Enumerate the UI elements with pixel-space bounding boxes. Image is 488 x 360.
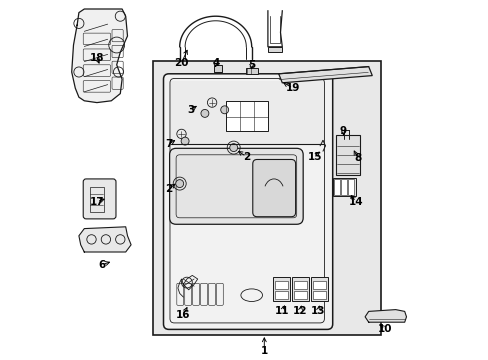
FancyBboxPatch shape (83, 179, 116, 219)
Circle shape (181, 137, 189, 145)
Circle shape (201, 109, 208, 117)
FancyBboxPatch shape (169, 148, 303, 224)
Text: 7: 7 (165, 139, 172, 149)
Bar (332, 178, 355, 196)
Text: 17: 17 (89, 197, 104, 207)
Bar (333, 179, 339, 195)
Polygon shape (278, 67, 371, 83)
Bar (246, 68, 257, 74)
Polygon shape (72, 9, 127, 103)
Text: 19: 19 (285, 83, 300, 93)
FancyBboxPatch shape (252, 159, 295, 217)
Bar (310, 277, 328, 301)
Bar (336, 135, 359, 175)
Bar (347, 179, 353, 195)
Bar (294, 291, 306, 299)
Text: 6: 6 (99, 260, 106, 270)
Bar (213, 65, 222, 72)
Circle shape (229, 144, 237, 152)
Bar (272, 277, 289, 301)
Text: 16: 16 (176, 310, 190, 320)
Bar (152, 61, 381, 335)
Bar (274, 291, 287, 299)
Bar (89, 187, 104, 212)
Text: 2: 2 (242, 152, 249, 162)
Bar (291, 277, 309, 301)
Text: 12: 12 (292, 306, 307, 316)
Bar (313, 291, 325, 299)
Bar (170, 81, 323, 144)
Text: 8: 8 (353, 153, 361, 163)
Bar (267, 47, 282, 52)
Text: 14: 14 (348, 197, 363, 207)
Text: 11: 11 (274, 306, 289, 316)
Text: 1: 1 (260, 346, 267, 356)
Text: 3: 3 (186, 105, 194, 115)
Bar (294, 281, 306, 289)
Bar (226, 101, 267, 131)
Text: 9: 9 (339, 126, 346, 136)
Circle shape (220, 106, 228, 114)
Polygon shape (365, 310, 406, 322)
Text: 5: 5 (247, 60, 255, 70)
Text: 13: 13 (310, 306, 325, 316)
Text: 4: 4 (212, 58, 219, 68)
Bar (274, 281, 287, 289)
Bar (313, 281, 325, 289)
Text: 18: 18 (89, 53, 104, 63)
Text: 2: 2 (165, 184, 172, 194)
Text: 10: 10 (377, 324, 391, 334)
Text: 20: 20 (174, 58, 188, 68)
Bar (340, 179, 346, 195)
FancyBboxPatch shape (163, 74, 332, 329)
Circle shape (175, 180, 183, 188)
Polygon shape (79, 227, 131, 252)
Text: 15: 15 (307, 152, 321, 162)
